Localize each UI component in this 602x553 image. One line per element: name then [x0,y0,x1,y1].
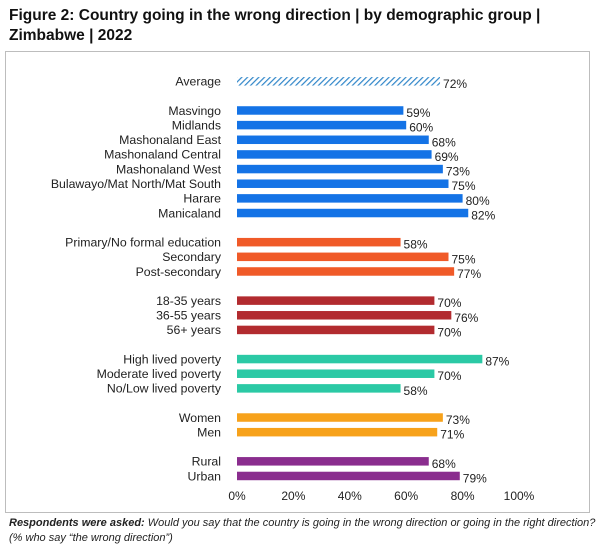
data-label: 75% [452,179,476,193]
chart-title: Figure 2: Country going in the wrong dir… [9,6,594,46]
bar [237,325,435,335]
category-label: Women [179,411,221,425]
x-axis: 0% 20% 40% 60% 80% 100% [228,489,534,503]
x-tick-label: 0% [228,489,246,503]
data-label: 76% [454,311,478,325]
category-label: Urban [188,469,222,483]
category-label: Harare [183,192,221,206]
bar [237,106,404,115]
category-label: Primary/No formal education [65,235,221,249]
bar [237,237,401,247]
footnote-label: Respondents were asked: [9,517,145,529]
data-label: 58% [404,238,428,252]
bar [237,267,455,276]
data-label: 73% [446,165,470,179]
bar [237,354,483,364]
bar [237,252,449,262]
x-tick-label: 20% [281,489,305,503]
data-label: 60% [409,121,433,135]
category-label: Post-secondary [136,265,222,279]
bar [237,194,463,203]
data-label: 68% [432,457,456,471]
category-label: Secondary [162,250,222,264]
bar [237,135,429,145]
x-tick-label: 40% [338,489,362,503]
data-label: 72% [443,77,467,91]
data-label: 59% [406,106,430,120]
data-label: 58% [404,384,428,398]
data-label: 73% [446,413,470,427]
data-label: 68% [432,135,456,149]
category-label: Bulawayo/Mat North/Mat South [51,177,221,191]
bar [237,208,469,218]
bar [237,471,460,481]
category-label: 18-35 years [156,294,221,308]
bar [237,296,435,305]
category-label: Rural [192,455,221,469]
chart-frame: Average 72% Masvingo 59% Midlands 60% Mashonal… [5,51,590,513]
bar [237,457,429,466]
category-label: 56+ years [167,323,221,337]
bar [237,311,452,320]
data-label: 87% [485,355,509,369]
category-label: Masvingo [168,104,221,118]
category-label: Moderate lived poverty [97,367,222,381]
category-label: Manicaland [158,206,221,220]
x-tick-label: 100% [504,489,535,503]
bar [237,164,443,174]
data-label: 82% [471,209,495,223]
x-tick-label: 80% [451,489,475,503]
data-label: 79% [463,471,487,485]
x-tick-label: 60% [394,489,418,503]
category-label: Men [197,425,221,439]
bar [237,77,441,86]
bar-chart: Average 72% Masvingo 59% Midlands 60% Mashonal… [51,75,535,503]
category-label: Mashonaland East [119,133,221,147]
data-label: 70% [437,325,461,339]
data-label: 71% [440,428,464,442]
bar [237,413,443,422]
bar [237,120,407,130]
chart-title-main: Figure 2: Country going in the wrong dir… [9,7,351,24]
chart-title-subtitle: | by demographic group | Zimbabwe | 2022 [9,7,541,44]
bar [237,369,435,378]
bar [237,427,438,437]
data-label: 80% [466,194,490,208]
category-label: Mashonaland Central [104,148,221,162]
data-label: 70% [437,369,461,383]
bar [237,150,432,159]
bar [237,384,401,393]
data-label: 69% [435,150,459,164]
bars-layer: Average 72% Masvingo 59% Midlands 60% Mashonal… [51,75,510,486]
footnote-question: Would you say that the country is going … [9,517,596,544]
data-label: 70% [437,296,461,310]
category-label: High lived poverty [123,352,222,366]
footnote: Respondents were asked: Would you say th… [9,516,599,546]
data-label: 77% [457,267,481,281]
category-label: Midlands [172,118,221,132]
category-label: 36-55 years [156,309,221,323]
category-label: Mashonaland West [116,162,222,176]
data-label: 75% [452,252,476,266]
category-label: No/Low lived poverty [107,382,222,396]
category-label: Average [175,75,221,89]
bar [237,179,449,188]
